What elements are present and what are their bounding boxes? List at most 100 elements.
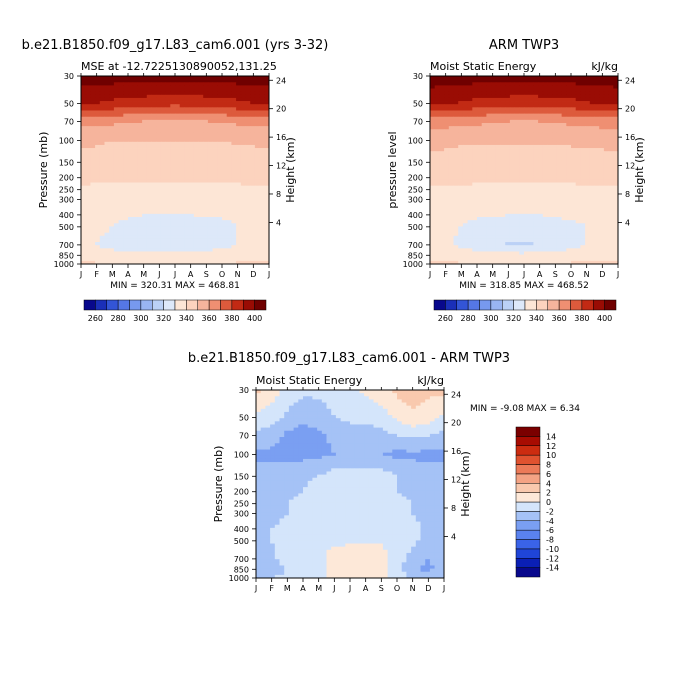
heatmap-cell <box>566 182 572 187</box>
heatmap-cell <box>594 126 600 130</box>
heatmap-cell <box>207 170 213 174</box>
heatmap-cell <box>613 151 619 155</box>
heatmap-cell <box>472 160 478 165</box>
heatmap-cell <box>439 248 445 252</box>
heatmap-cell <box>165 135 171 140</box>
heatmap-cell <box>132 116 138 121</box>
heatmap-cell <box>175 97 181 102</box>
heatmap-cell <box>547 113 553 118</box>
heatmap-cell <box>217 113 223 118</box>
heatmap-cell <box>561 217 567 221</box>
heatmap-cell <box>160 101 166 105</box>
heatmap-cell <box>514 257 520 262</box>
heatmap-cell <box>146 191 152 196</box>
heatmap-cell <box>603 201 609 205</box>
heatmap-cell <box>99 257 105 262</box>
heatmap-cell <box>142 260 148 265</box>
heatmap-cell <box>608 226 614 230</box>
heatmap-cell <box>222 126 228 130</box>
heatmap-cell <box>217 185 223 190</box>
heatmap-cell <box>575 82 581 86</box>
heatmap-cell <box>519 182 525 187</box>
heatmap-cell <box>453 88 459 93</box>
heatmap-cell <box>207 182 213 187</box>
heatmap-cell <box>156 173 162 177</box>
heatmap-cell <box>81 104 87 108</box>
heatmap-cell <box>165 251 171 255</box>
heatmap-cell <box>160 94 166 99</box>
heatmap-cell <box>448 235 454 240</box>
heatmap-cell <box>538 223 544 227</box>
heatmap-cell <box>566 126 572 130</box>
heatmap-cell <box>85 238 91 243</box>
heatmap-cell <box>509 195 515 199</box>
heatmap-cell <box>505 220 511 224</box>
heatmap-cell <box>458 198 464 202</box>
heatmap-cell <box>509 119 515 124</box>
heatmap-cell <box>477 235 483 240</box>
heatmap-cell <box>118 210 124 215</box>
heatmap-cell <box>594 188 600 193</box>
heatmap-cell <box>189 126 195 130</box>
heatmap-cell <box>556 88 562 93</box>
heatmap-cell <box>589 170 595 174</box>
heatmap-cell <box>613 126 619 130</box>
heatmap-cell <box>212 210 218 215</box>
heatmap-cell <box>231 185 237 190</box>
heatmap-cell <box>175 251 181 255</box>
heatmap-cell <box>104 123 110 127</box>
heatmap-cell <box>575 232 581 237</box>
heatmap-cell <box>524 185 530 190</box>
heatmap-cell <box>109 110 115 114</box>
heatmap-cell <box>603 251 609 255</box>
heatmap-cell <box>132 220 138 224</box>
heatmap-cell <box>585 195 591 199</box>
heatmap-cell <box>481 185 487 190</box>
heatmap-cell <box>146 242 152 246</box>
heatmap-cell <box>99 94 105 99</box>
heatmap-cell <box>156 116 162 121</box>
heatmap-cell <box>552 132 558 136</box>
heatmap-cell <box>472 229 478 234</box>
heatmap-cell <box>184 217 190 221</box>
heatmap-cell <box>566 154 572 158</box>
heatmap-cell <box>561 76 567 80</box>
heatmap-cell <box>170 91 176 96</box>
heatmap-cell <box>556 79 562 83</box>
heatmap-cell <box>472 248 478 252</box>
heatmap-cell <box>217 257 223 262</box>
heatmap-cell <box>528 195 534 199</box>
heatmap-cell <box>240 238 246 243</box>
heatmap-cell <box>608 204 614 208</box>
heatmap-cell <box>561 220 567 224</box>
heatmap-cell <box>259 126 265 130</box>
heatmap-cell <box>231 260 237 265</box>
heatmap-cell <box>524 207 530 212</box>
heatmap-cell <box>514 207 520 212</box>
heatmap-cell <box>207 91 213 96</box>
heatmap-cell <box>542 76 548 80</box>
heatmap-cell <box>113 204 119 208</box>
heatmap-cell <box>175 235 181 240</box>
heatmap-cell <box>491 213 497 218</box>
heatmap-cell <box>467 129 473 133</box>
heatmap-cell <box>462 132 468 136</box>
heatmap-cell <box>575 185 581 190</box>
heatmap-cell <box>203 110 209 114</box>
heatmap-cell <box>184 160 190 165</box>
heatmap-cell <box>226 251 232 255</box>
heatmap-cell <box>462 123 468 127</box>
heatmap-cell <box>184 101 190 105</box>
heatmap-cell <box>472 119 478 124</box>
chart-subtitle-left: MSE at -12.7225130890052,131.25 <box>81 60 277 73</box>
heatmap-cell <box>245 182 251 187</box>
heatmap-cell <box>458 238 464 243</box>
heatmap-cell <box>165 232 171 237</box>
heatmap-cell <box>481 223 487 227</box>
heatmap-cell <box>222 207 228 212</box>
heatmap-cell <box>132 201 138 205</box>
heatmap-cell <box>453 132 459 136</box>
heatmap-cell <box>132 85 138 89</box>
heatmap-cell <box>203 151 209 155</box>
heatmap-cell <box>552 185 558 190</box>
